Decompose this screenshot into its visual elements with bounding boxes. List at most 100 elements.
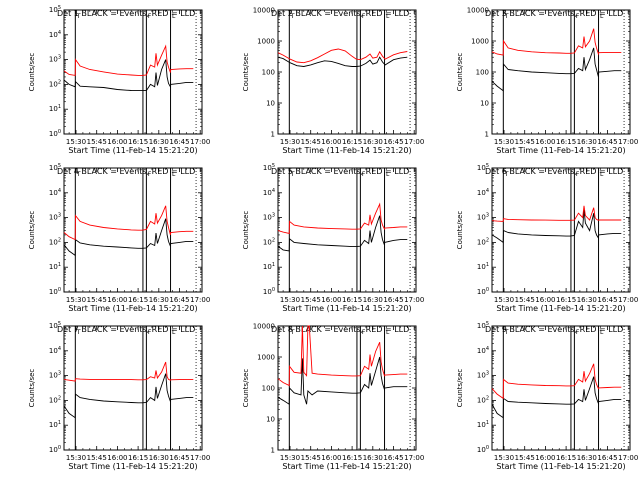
x-tick-label: 16:15 [556,454,576,462]
y-tick-label: 102 [263,237,275,246]
y-tick-label: 100 [477,287,489,296]
x-tick-label: 17:00 [618,138,638,146]
panel-title: Det 8 BLACK = Events, RED = LLD [271,325,409,334]
panel-title: Det 7 BLACK = Events, RED = LLD [57,325,195,334]
x-tick-label: 15:30 [66,296,86,304]
marker-label: F [148,13,152,20]
y-tick-label: 101 [263,262,275,271]
x-tick-label: 15:30 [66,138,86,146]
x-tick-label: 15:45 [515,296,535,304]
y-axis-label: Counts/sec [242,211,250,250]
y-axis-label: Counts/sec [28,211,36,250]
y-tick-label: 103 [477,213,489,222]
x-tick-label: 16:15 [556,296,576,304]
x-tick-label: 15:45 [301,138,321,146]
x-tick-label: 16:30 [363,296,383,304]
series-events-line [277,215,408,252]
x-tick-label: 16:00 [107,138,127,146]
marker-label: F [576,13,580,20]
y-tick-label: 101 [49,420,61,429]
panel-3: Det 3 BLACK = Events, RED = LLD 1 10 100 100… [456,7,638,156]
x-tick-label: 16:00 [321,296,341,304]
plot-frame [277,325,417,451]
y-axis-label: Counts/sec [456,53,464,92]
panel-title: Det 5 BLACK = Events, RED = LLD [271,167,409,176]
x-tick-label: 16:30 [363,454,383,462]
plot-frame [491,325,631,451]
y-tick-label: 102 [49,79,61,88]
y-tick-label: 101 [477,262,489,271]
x-axis-label: Start Time (11-Feb-14 15:21:20) [68,304,197,313]
y-tick-label: 1000 [257,354,275,362]
marker-label: T [76,13,81,20]
series-events-line [491,210,622,244]
y-tick-label: 1 [271,447,275,455]
x-tick-label: 17:00 [404,138,424,146]
marker-label: F [362,171,366,178]
y-tick-label: 100 [263,287,275,296]
y-tick-label: 105 [477,163,489,172]
x-axis-label: Start Time (11-Feb-14 15:21:20) [496,304,625,313]
x-tick-label: 16:30 [577,454,597,462]
x-tick-label: 16:30 [363,138,383,146]
panel-title: Det 9 BLACK = Events, RED = LLD [485,325,623,334]
y-axis-label: Counts/sec [242,369,250,408]
marker-label: F [576,329,580,336]
panel-1: Det 1 BLACK = Events, RED = LLD 100 101 102… [28,5,210,155]
marker-label: L [600,329,604,336]
x-tick-label: 15:30 [494,138,514,146]
y-tick-label: 104 [49,188,61,197]
marker-label: F [362,13,366,20]
x-tick-label: 16:15 [342,296,362,304]
y-tick-label: 1000 [257,38,275,46]
x-tick-label: 15:45 [87,296,107,304]
panel-4: Det 4 BLACK = Events, RED = LLD 100 101 102… [28,163,210,313]
x-tick-label: 16:45 [169,138,189,146]
y-tick-label: 104 [263,188,275,197]
x-tick-label: 16:30 [149,454,169,462]
y-tick-label: 100 [262,69,275,77]
plot-frame [63,325,203,451]
x-tick-label: 16:15 [556,138,576,146]
series-events-line [63,373,194,419]
x-tick-label: 15:45 [301,296,321,304]
x-tick-label: 16:30 [149,296,169,304]
y-tick-label: 103 [49,55,61,64]
y-tick-label: 102 [49,395,61,404]
marker-label: T [76,329,81,336]
y-tick-label: 10 [266,100,275,108]
x-tick-label: 15:45 [87,138,107,146]
series-lld-line [491,363,622,400]
y-axis-label: Counts/sec [28,53,36,92]
marker-label: L [600,171,604,178]
series-events-line [491,376,622,419]
x-tick-label: 16:30 [577,296,597,304]
x-axis-label: Start Time (11-Feb-14 15:21:20) [282,462,411,471]
plot-frame [277,9,417,135]
y-tick-label: 105 [49,5,61,14]
y-tick-label: 100 [49,445,61,454]
marker-label: L [386,171,390,178]
marker-label: T [76,171,81,178]
panel-title: Det 4 BLACK = Events, RED = LLD [57,167,195,176]
series-lld-line [277,48,408,64]
marker-label: L [386,329,390,336]
x-tick-label: 17:00 [618,296,638,304]
panel-title: Det 2 BLACK = Events, RED = LLD [271,9,409,18]
marker-label: F [576,171,580,178]
x-tick-label: 16:00 [107,296,127,304]
y-tick-label: 103 [263,213,275,222]
x-tick-label: 16:00 [535,296,555,304]
marker-label: T [504,171,509,178]
y-tick-label: 1 [271,131,275,139]
x-tick-label: 15:45 [515,454,535,462]
x-tick-label: 16:45 [597,454,617,462]
x-axis-label: Start Time (11-Feb-14 15:21:20) [68,146,197,155]
y-tick-label: 105 [263,163,275,172]
series-lld-line [277,325,408,387]
x-tick-label: 15:30 [280,138,300,146]
y-tick-label: 10 [266,416,275,424]
y-tick-label: 100 [49,287,61,296]
x-tick-label: 16:15 [342,138,362,146]
